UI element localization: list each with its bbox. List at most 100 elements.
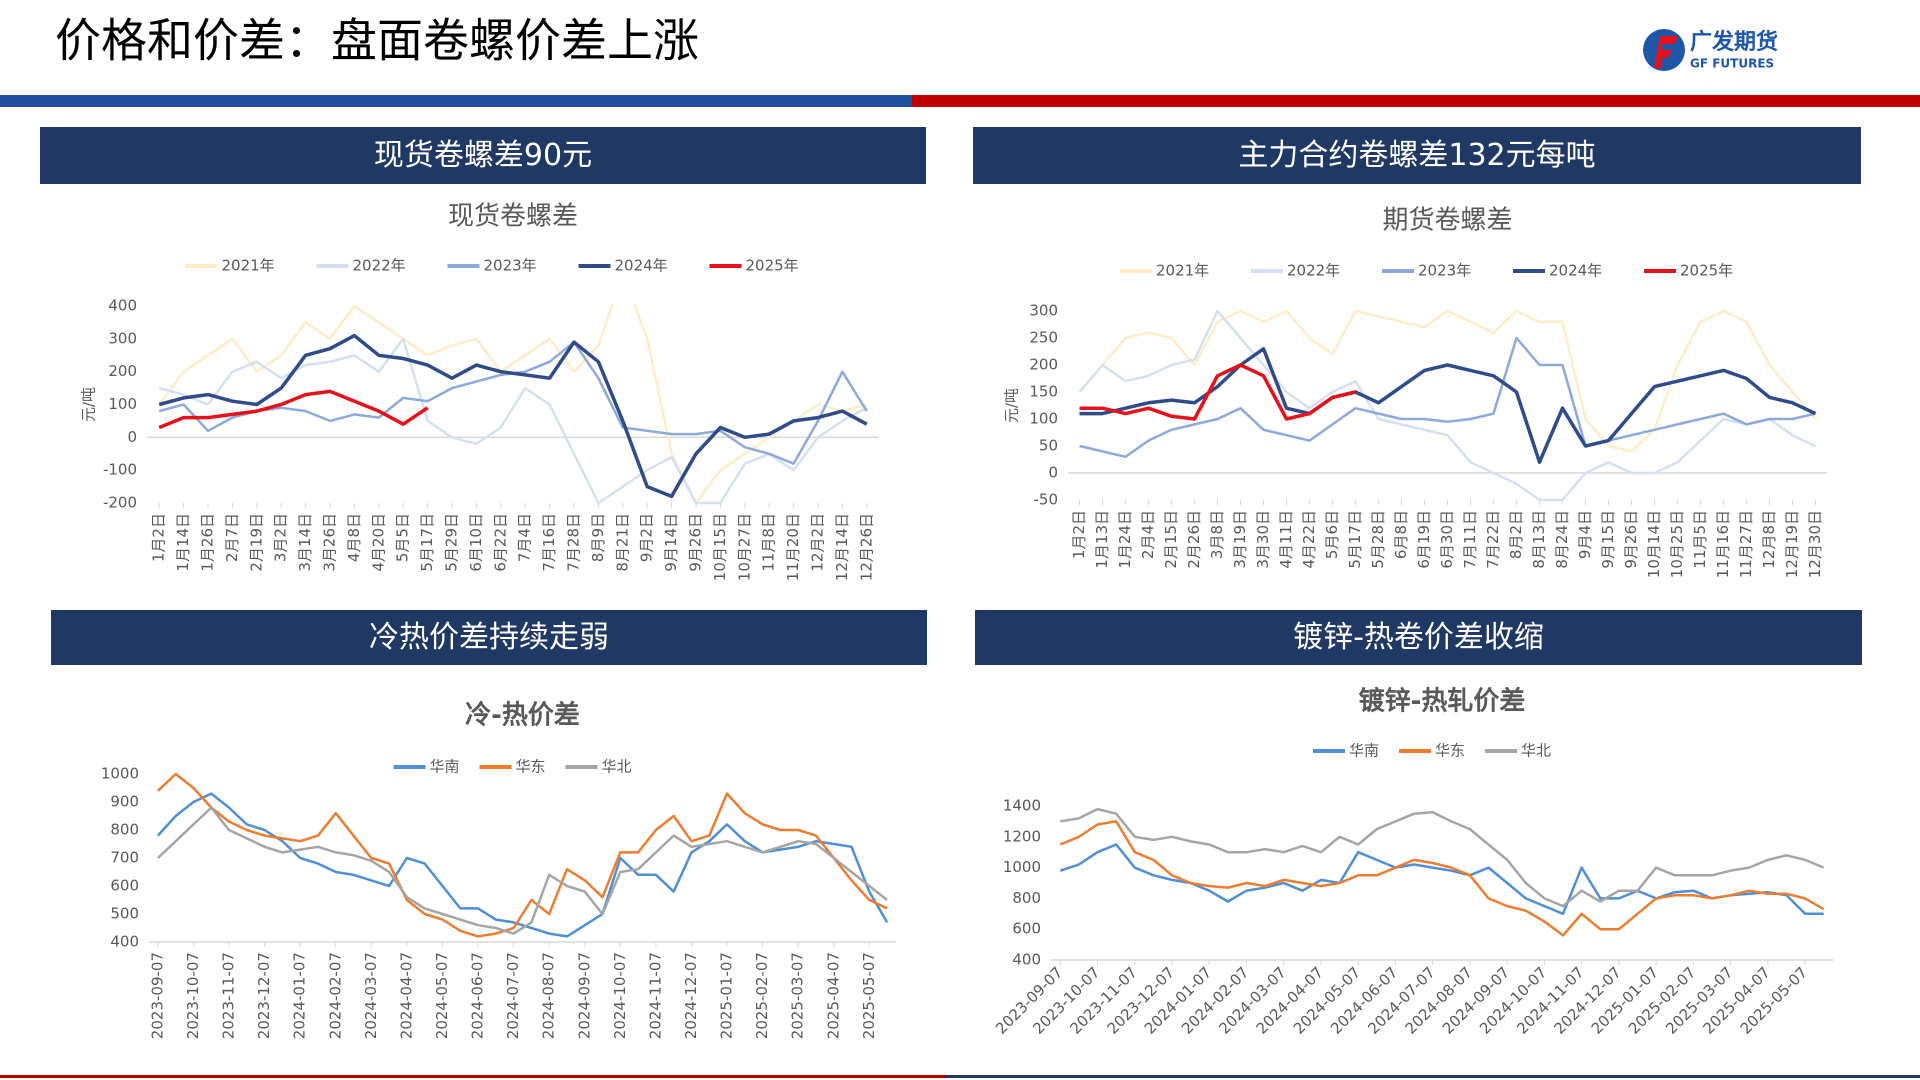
- x-tick-label: 8月9日: [589, 513, 607, 562]
- x-tick-label: 2025-04-07: [824, 952, 842, 1039]
- chart-title: 现货卷螺差: [448, 202, 578, 232]
- x-tick-label: 3月26日: [321, 513, 339, 572]
- x-tick-label: 9月26日: [687, 513, 705, 572]
- y-tick-label: 200: [108, 362, 137, 380]
- x-tick-label: 8月13日: [1530, 510, 1548, 569]
- y-axis-label: 元/吨: [80, 387, 98, 422]
- x-tick-label: 2月26日: [1185, 510, 1203, 569]
- panel-header: [973, 127, 1861, 184]
- x-tick-label: 11月8日: [760, 513, 778, 572]
- x-tick-label: 10月14日: [1645, 510, 1663, 578]
- x-tick-label: 8月21日: [613, 513, 631, 572]
- x-tick-label: 11月20日: [784, 513, 802, 581]
- y-tick-label: 500: [110, 905, 139, 923]
- y-tick-label: 1000: [101, 765, 139, 783]
- x-tick-label: 1月2日: [150, 513, 168, 562]
- x-tick-label: 2月19日: [247, 513, 265, 572]
- y-tick-label: 150: [1029, 383, 1058, 401]
- x-tick-label: 12月30日: [1806, 510, 1824, 578]
- x-tick-label: 10月25日: [1668, 510, 1686, 578]
- x-tick-label: 2025-05-07: [860, 952, 878, 1039]
- y-tick-label: -100: [103, 461, 137, 479]
- x-tick-label: 1月24日: [1116, 510, 1134, 569]
- x-tick-label: 5月5日: [394, 513, 412, 562]
- x-tick-label: 11月5日: [1691, 510, 1709, 569]
- x-tick-label: 3月19日: [1231, 510, 1249, 569]
- y-tick-label: 0: [127, 428, 137, 446]
- panel-header: [975, 610, 1862, 665]
- x-tick-label: 5月17日: [1346, 510, 1364, 569]
- y-tick-label: 1200: [1003, 827, 1041, 845]
- x-tick-label: 3月14日: [296, 513, 314, 572]
- x-tick-label: 6月10日: [467, 513, 485, 572]
- x-tick-label: 2023-09-07: [148, 952, 166, 1039]
- x-tick-label: 2024-12-07: [682, 952, 700, 1039]
- y-tick-label: 0: [1048, 464, 1058, 482]
- x-tick-label: 12月19日: [1783, 510, 1801, 578]
- footer-bar-red: [0, 1075, 945, 1078]
- x-tick-label: 12月14日: [833, 513, 851, 581]
- x-tick-label: 8月2日: [1507, 510, 1525, 559]
- x-tick-label: 6月8日: [1392, 510, 1410, 559]
- header-bar-blue: [0, 95, 912, 107]
- series-line: [158, 389, 429, 430]
- legend-label: 华东: [1435, 742, 1465, 760]
- x-tick-label: 2024-06-07: [469, 952, 487, 1039]
- y-tick-label: -200: [103, 494, 137, 512]
- y-tick-label: 1400: [1003, 797, 1041, 815]
- x-tick-label: 11月27日: [1737, 510, 1755, 578]
- footer-bar-blue: [945, 1075, 1920, 1078]
- x-tick-label: 3月8日: [1208, 510, 1226, 559]
- y-tick-label: 400: [110, 933, 139, 951]
- series-line: [1079, 336, 1816, 459]
- x-tick-label: 4月22日: [1300, 510, 1318, 569]
- x-tick-label: 9月15日: [1599, 510, 1617, 569]
- x-tick-label: 10月27日: [735, 513, 753, 581]
- series-line: [158, 337, 868, 505]
- x-tick-label: 5月17日: [418, 513, 436, 572]
- x-tick-label: 5月28日: [1369, 510, 1387, 569]
- series-line: [158, 304, 868, 505]
- x-tick-label: 7月16日: [540, 513, 558, 572]
- y-tick-label: 400: [108, 297, 137, 315]
- y-tick-label: 300: [108, 329, 137, 347]
- series-line: [158, 333, 868, 499]
- logo-text: 广发期货: [1690, 29, 1778, 55]
- legend-label: 2025年: [746, 257, 799, 275]
- x-tick-label: 9月26日: [1622, 510, 1640, 569]
- y-tick-label: 600: [1012, 920, 1041, 938]
- panel-header: [51, 610, 927, 665]
- logo-mark-f: [1654, 36, 1678, 68]
- x-tick-label: 1月2日: [1070, 510, 1088, 559]
- series-line: [1059, 843, 1824, 916]
- y-tick-label: 100: [108, 395, 137, 413]
- legend-label: 2022年: [1287, 262, 1340, 280]
- header-bar-red: [912, 95, 1920, 107]
- series-line: [157, 806, 888, 935]
- legend-label: 华南: [430, 758, 460, 776]
- y-tick-label: 700: [110, 849, 139, 867]
- legend-label: 2021年: [1156, 262, 1209, 280]
- panel-title: 冷热价差持续走弱: [369, 620, 609, 655]
- x-tick-label: 9月4日: [1576, 510, 1594, 559]
- x-tick-label: 9月2日: [638, 513, 656, 562]
- logo-text-en: GF FUTURES: [1690, 57, 1774, 71]
- series-line: [157, 772, 888, 938]
- x-tick-label: 11月16日: [1714, 510, 1732, 578]
- x-tick-label: 2024-10-07: [611, 952, 629, 1039]
- panel-header: [40, 127, 926, 184]
- x-tick-label: 10月15日: [711, 513, 729, 581]
- logo: 广发期货 GF FUTURES: [1643, 29, 1778, 71]
- series-line: [1059, 820, 1825, 937]
- chart-title: 镀锌-热轧价差: [1359, 686, 1526, 717]
- y-tick-label: 800: [110, 821, 139, 839]
- y-tick-label: 900: [110, 793, 139, 811]
- x-tick-label: 7月22日: [1484, 510, 1502, 569]
- legend-label: 2023年: [1418, 262, 1471, 280]
- series-line: [1079, 363, 1356, 421]
- y-tick-label: 250: [1029, 329, 1058, 347]
- x-tick-label: 7月28日: [565, 513, 583, 572]
- x-tick-label: 2024-09-07: [575, 952, 593, 1039]
- legend-label: 华北: [1521, 742, 1551, 760]
